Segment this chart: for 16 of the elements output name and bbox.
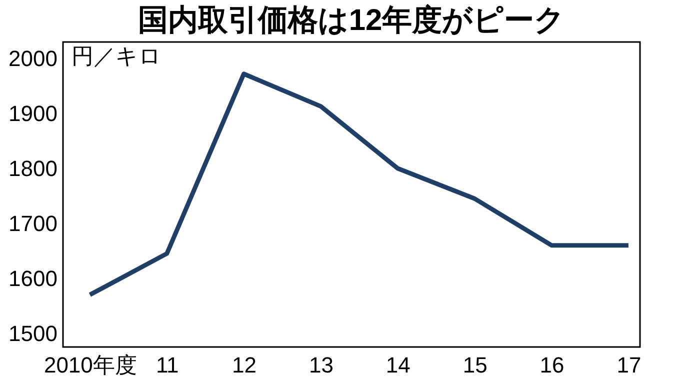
x-tick-label: 15 bbox=[462, 352, 488, 378]
x-tick-label: 16 bbox=[540, 352, 564, 378]
y-tick-label: 1600 bbox=[8, 266, 58, 291]
x-tick-label: 11 bbox=[156, 352, 179, 378]
y-tick-label: 1800 bbox=[8, 156, 58, 181]
y-tick-label: 2000 bbox=[8, 46, 58, 71]
x-tick-label: 2010年度 bbox=[44, 352, 137, 378]
y-tick-label: 1500 bbox=[8, 320, 58, 346]
x-tick-label: 17 bbox=[616, 352, 642, 378]
x-tick-label: 13 bbox=[308, 352, 334, 378]
chart-title: 国内取引価格は12年度がピーク bbox=[138, 3, 566, 37]
y-tick-label: 1700 bbox=[8, 210, 58, 236]
x-tick-label: 12 bbox=[232, 352, 257, 378]
y-axis-title: 円／キロ bbox=[72, 44, 162, 68]
y-tick-label: 1900 bbox=[8, 100, 58, 126]
x-tick-label: 14 bbox=[386, 352, 410, 378]
